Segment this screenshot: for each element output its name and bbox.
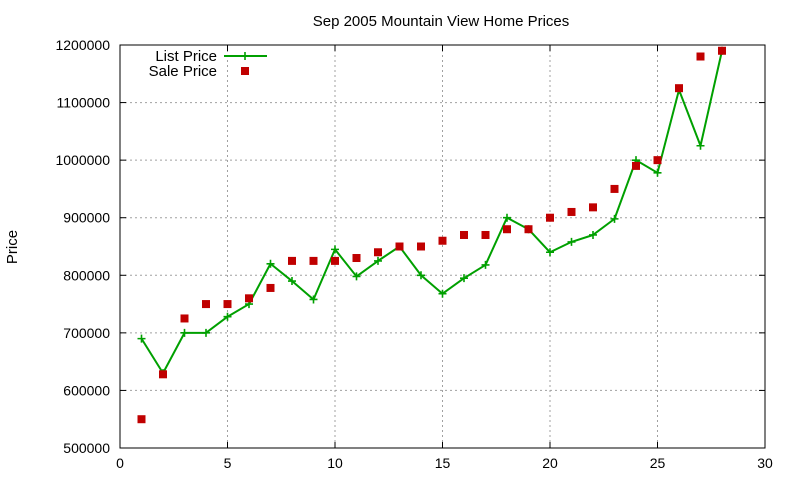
y-tick-label: 800000	[63, 267, 110, 283]
list-price-point	[137, 334, 146, 343]
sale-price-point	[524, 225, 533, 234]
sale-price-point	[180, 314, 189, 323]
list-price-point	[567, 237, 576, 246]
x-tick-label: 15	[435, 455, 451, 471]
sale-price-point	[245, 294, 253, 303]
plot-frame	[119, 44, 766, 449]
sale-price-point	[331, 256, 339, 265]
legend-sample-sale-price	[241, 67, 249, 75]
sale-price-point	[567, 207, 576, 216]
list-price-point	[309, 295, 318, 304]
y-tick-label: 700000	[63, 325, 110, 341]
sale-price-point	[202, 300, 210, 309]
y-tick-label: 500000	[63, 440, 110, 456]
legend-label-sale-price: Sale Price	[149, 63, 217, 80]
series-sale-price	[137, 46, 726, 424]
x-tick-label: 25	[650, 455, 666, 471]
sale-price-point	[675, 84, 683, 93]
x-tick-label: 10	[327, 455, 343, 471]
y-axis-label: Price	[4, 230, 21, 264]
sale-price-point	[288, 256, 296, 265]
sale-price-point	[417, 242, 425, 251]
list-price-point	[202, 328, 210, 337]
y-tick-label: 1100000	[57, 95, 111, 111]
sale-price-point	[395, 242, 404, 251]
x-tick-label: 0	[116, 455, 124, 471]
list-price-line	[140, 50, 723, 375]
chart-title: Sep 2005 Mountain View Home Prices	[313, 13, 570, 30]
list-price-point	[417, 271, 425, 280]
list-price-point	[481, 260, 490, 269]
y-tick-label: 900000	[63, 210, 110, 226]
sale-price-point	[718, 46, 726, 55]
sale-price-point	[632, 161, 640, 170]
sale-price-point	[352, 254, 361, 263]
list-price-point	[546, 248, 554, 257]
x-tick-label: 20	[542, 455, 558, 471]
list-price-point	[610, 214, 619, 223]
list-price-point	[352, 272, 361, 281]
list-price-point	[438, 289, 447, 298]
sale-price-point	[309, 256, 318, 265]
list-price-point	[503, 213, 511, 222]
list-price-point	[653, 168, 662, 177]
sale-price-point	[223, 300, 232, 309]
y-tick-label: 1000000	[55, 152, 110, 168]
sale-price-point	[438, 236, 447, 245]
list-price-point	[696, 141, 705, 150]
list-price-point	[223, 312, 232, 321]
grid-lines	[120, 45, 765, 448]
list-price-point	[589, 230, 597, 239]
list-price-point	[266, 259, 275, 268]
legend: List Price Sale Price	[149, 48, 267, 80]
sale-price-point	[481, 230, 490, 239]
sale-price-point	[503, 225, 511, 234]
list-price-point	[288, 277, 296, 286]
sale-price-point	[610, 184, 619, 193]
x-tick-label: 5	[224, 455, 232, 471]
sale-price-point	[696, 52, 705, 61]
legend-label-list-price: List Price	[155, 48, 217, 65]
sale-price-point	[266, 283, 275, 292]
sale-price-point	[460, 230, 468, 239]
sale-price-point	[374, 248, 382, 257]
legend-sample-list-price-marker	[241, 52, 249, 60]
sale-price-point	[546, 213, 554, 222]
list-price-point	[374, 256, 382, 265]
series-list-price	[137, 46, 726, 378]
y-tick-label: 1200000	[55, 37, 110, 53]
data-series	[137, 46, 726, 424]
list-price-point	[460, 274, 468, 283]
sale-price-point	[159, 370, 167, 379]
list-price-point	[331, 245, 339, 254]
x-tick-label: 30	[757, 455, 773, 471]
sale-price-point	[137, 415, 146, 424]
y-tick-label: 600000	[63, 382, 110, 398]
sale-price-point	[653, 156, 662, 165]
list-price-point	[180, 328, 189, 337]
sale-price-point	[589, 203, 597, 212]
